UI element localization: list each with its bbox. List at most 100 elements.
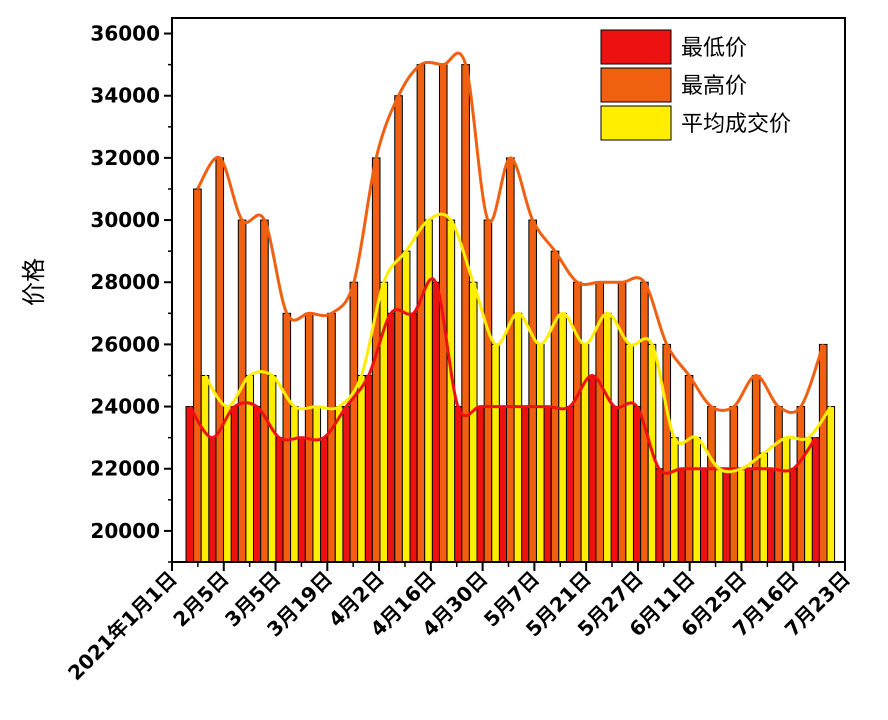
series-line xyxy=(203,212,833,474)
bar xyxy=(699,468,709,563)
bar xyxy=(520,406,530,563)
bar xyxy=(431,281,440,563)
legend-swatch xyxy=(600,105,672,141)
y-tick-labels: 20000 22000 24000 26000 28000 30000 32000 34000… xyxy=(90,22,160,543)
bar xyxy=(453,406,463,563)
y-tick-label: 28000 xyxy=(90,270,160,294)
bar xyxy=(319,437,329,563)
legend-swatch xyxy=(600,67,672,103)
bar xyxy=(334,406,344,563)
bar xyxy=(692,437,702,563)
y-tick-label: 32000 xyxy=(90,146,160,170)
bar xyxy=(401,250,411,563)
bar xyxy=(394,95,403,563)
bar xyxy=(282,312,292,563)
legend-label: 最低价 xyxy=(681,36,747,61)
bar xyxy=(260,219,269,563)
bar xyxy=(349,281,359,563)
bar xyxy=(193,188,202,563)
axes-layer xyxy=(164,17,846,571)
y-tick-label: 30000 xyxy=(90,208,160,232)
x-tick-label: 2月5日 xyxy=(168,567,233,632)
bar xyxy=(796,406,806,563)
bar xyxy=(483,219,493,563)
bar xyxy=(811,437,820,563)
bar xyxy=(662,343,672,563)
bar xyxy=(491,343,500,563)
bar xyxy=(424,219,433,563)
bar xyxy=(290,406,299,563)
bar xyxy=(670,437,679,563)
bar xyxy=(498,406,507,563)
bar xyxy=(714,468,724,563)
bar xyxy=(506,157,515,563)
bar xyxy=(617,281,627,563)
bar xyxy=(721,468,731,563)
bar xyxy=(364,374,373,563)
bar xyxy=(707,406,716,563)
series-line xyxy=(188,277,817,475)
smooth-lines-layer xyxy=(188,51,833,475)
bar xyxy=(543,406,552,563)
bar xyxy=(654,468,664,563)
bar xyxy=(587,374,597,563)
y-tick-label: 26000 xyxy=(90,332,160,356)
bar xyxy=(558,312,567,563)
bar xyxy=(826,406,836,563)
y-tick-label: 36000 xyxy=(90,22,160,46)
bar xyxy=(528,219,537,563)
bar xyxy=(230,406,239,563)
bar xyxy=(386,312,396,563)
bar xyxy=(677,468,686,563)
y-tick-label: 20000 xyxy=(90,519,160,543)
bar xyxy=(729,406,739,563)
series-line xyxy=(196,51,825,414)
x-tick-labels: 2021年1月1日2月5日3月5日3月19日4月2日4月16日4月30日5月7日… xyxy=(63,567,854,685)
bar xyxy=(565,406,575,563)
bar xyxy=(804,437,813,563)
y-tick-label: 24000 xyxy=(90,395,160,419)
bar xyxy=(781,437,791,563)
bar xyxy=(461,64,470,563)
y-tick-label: 22000 xyxy=(90,457,160,481)
bar xyxy=(200,374,210,563)
bars-layer xyxy=(185,64,836,563)
y-axis-label: 价格 xyxy=(20,258,48,306)
legend-label: 平均成交价 xyxy=(681,112,791,137)
bar xyxy=(774,406,783,563)
bar xyxy=(223,406,232,563)
x-tick-label: 2021年1月1日 xyxy=(63,567,181,685)
bar xyxy=(766,468,776,563)
bar xyxy=(297,437,306,563)
bar xyxy=(215,157,225,563)
bar xyxy=(603,312,612,563)
bar xyxy=(513,312,523,563)
bar xyxy=(312,406,322,563)
bar xyxy=(468,281,478,563)
bar xyxy=(409,312,418,563)
bar xyxy=(207,437,217,563)
bar xyxy=(625,343,634,563)
bar xyxy=(535,343,545,563)
bar xyxy=(632,406,642,563)
bar xyxy=(357,374,366,563)
bar xyxy=(788,468,798,563)
bar xyxy=(185,406,195,563)
bar xyxy=(818,343,828,563)
bar xyxy=(610,406,619,563)
legend-label: 最高价 xyxy=(681,74,747,99)
bar xyxy=(341,406,351,563)
bar xyxy=(274,437,284,563)
bar xyxy=(573,281,582,563)
bar xyxy=(744,468,753,563)
bar xyxy=(416,64,426,563)
bar xyxy=(327,312,336,563)
legend-swatch xyxy=(600,29,672,65)
bar xyxy=(252,406,262,563)
bar xyxy=(267,374,277,563)
bar xyxy=(476,406,485,563)
y-tick-label: 34000 xyxy=(90,84,160,108)
bar xyxy=(737,468,746,563)
